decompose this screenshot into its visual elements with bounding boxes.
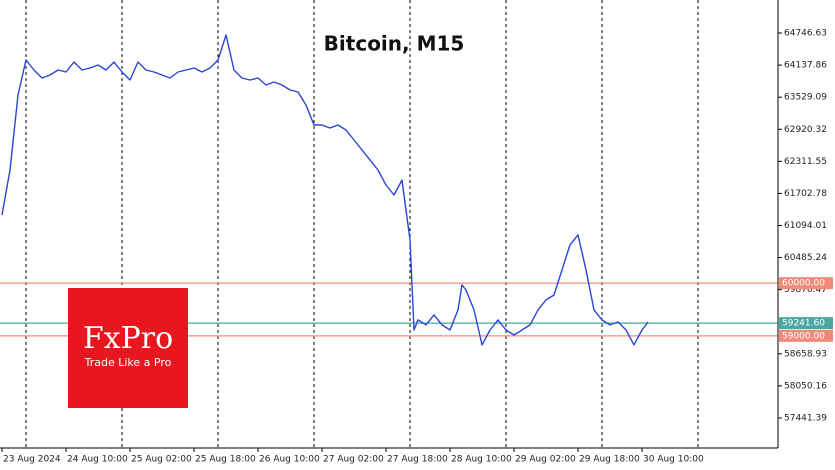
x-tick-label: 29 Aug 02:00 [515, 455, 576, 465]
logo-brand: FxPro [83, 321, 173, 356]
plot-area [0, 0, 778, 448]
logo-slogan: Trade Like a Pro [84, 356, 172, 369]
x-tick-label: 26 Aug 10:00 [259, 455, 320, 465]
x-tick-label: 27 Aug 18:00 [387, 455, 448, 465]
y-tick-label: 64746.63 [784, 29, 827, 39]
x-tick-label: 25 Aug 18:00 [195, 455, 256, 465]
x-tick-label: 29 Aug 18:00 [579, 455, 640, 465]
y-tick-label: 61094.01 [784, 221, 827, 231]
x-tick-label: 27 Aug 02:00 [323, 455, 384, 465]
x-tick-label: 25 Aug 02:00 [131, 455, 192, 465]
y-tick-label: 62311.55 [784, 157, 827, 167]
level-label: 60000.00 [782, 279, 825, 289]
y-tick-label: 57441.39 [784, 413, 827, 423]
level-label: 59241.60 [782, 319, 825, 329]
level-label-box [779, 329, 833, 342]
logo-box [68, 288, 188, 408]
y-tick-label: 60485.24 [784, 253, 827, 263]
x-tick-label: 24 Aug 10:00 [67, 455, 128, 465]
x-tick-label: 23 Aug 2024 [3, 455, 61, 465]
chart-title: Bitcoin, M15 [324, 32, 465, 56]
y-tick-label: 63529.09 [784, 93, 827, 103]
y-tick-label: 64137.86 [784, 61, 827, 71]
level-label-box [779, 277, 833, 290]
y-tick-label: 59876.47 [784, 285, 827, 295]
x-tick-label: 30 Aug 10:00 [643, 455, 704, 465]
y-tick-label: 58050.16 [784, 381, 827, 391]
level-label: 59000.00 [782, 331, 825, 341]
level-label-box [779, 317, 833, 330]
price-line [1, 34, 649, 346]
x-tick-label: 28 Aug 10:00 [451, 455, 512, 465]
y-tick-label: 61702.78 [784, 189, 827, 199]
y-tick-label: 62920.32 [784, 125, 827, 135]
y-tick-label: 58658.93 [784, 349, 827, 359]
